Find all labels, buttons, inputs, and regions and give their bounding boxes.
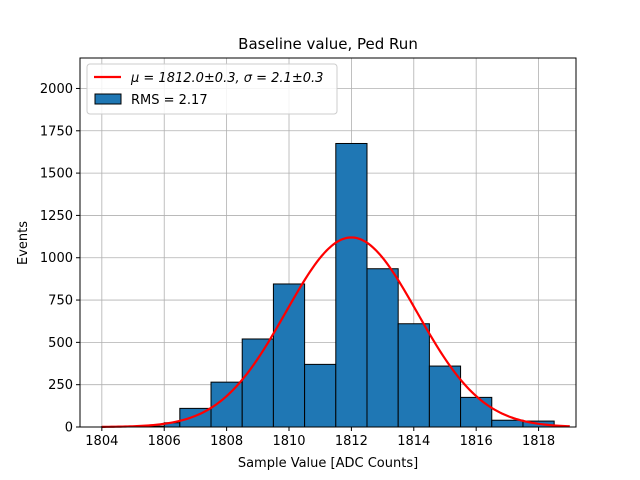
histogram-bar-10 (397, 323, 430, 428)
x-tick-label-5: 1814 (397, 434, 430, 449)
y-axis-ticks: 0 250 500 750 1000 1250 1500 1750 2000 (40, 82, 80, 436)
gaussian-fit-curve (101, 236, 570, 428)
legend-fit-label: μ = 1812.0±0.3, σ = 2.1±0.3 (130, 71, 323, 86)
histogram-bar-9 (366, 268, 399, 428)
x-tick-label-1: 1806 (148, 434, 181, 449)
x-tick-label-2: 1808 (210, 434, 243, 449)
histogram-bar-13 (491, 419, 524, 428)
x-tick-label-3: 1810 (272, 434, 305, 449)
legend: μ = 1812.0±0.3, σ = 2.1±0.3 RMS = 2.17 (86, 63, 338, 115)
x-axis-title: Sample Value [ADC Counts] (238, 456, 418, 471)
legend-fit-mu: μ = 1812.0±0.3, (130, 71, 244, 86)
y-tick-label-3: 750 (48, 294, 73, 309)
x-tick-label-7: 1818 (522, 434, 555, 449)
histogram-bar-12 (460, 396, 493, 428)
chart-title: Baseline value, Ped Run (238, 35, 418, 53)
histogram-bar-5 (241, 338, 274, 428)
y-tick-label-5: 1250 (40, 209, 73, 224)
fit-curve-layer (101, 236, 570, 428)
x-tick-label-0: 1804 (85, 434, 118, 449)
y-tick-label-0: 0 (65, 421, 73, 436)
legend-fit-sigma: σ = 2.1±0.3 (244, 71, 324, 86)
y-tick-label-4: 1000 (40, 251, 73, 266)
y-tick-label-7: 1750 (40, 124, 73, 139)
x-tick-label-6: 1816 (460, 434, 493, 449)
y-tick-label-1: 250 (48, 378, 73, 393)
legend-box (86, 63, 338, 115)
y-tick-label-8: 2000 (40, 82, 73, 97)
legend-hist-swatch (94, 93, 122, 105)
y-tick-label-2: 500 (48, 336, 73, 351)
legend-hist-label: RMS = 2.17 (131, 93, 208, 108)
histogram-bar-8 (335, 142, 368, 428)
y-tick-label-6: 1500 (40, 167, 73, 182)
plot-frame (79, 57, 577, 428)
histogram-bar-11 (428, 365, 462, 428)
y-axis-title: Events (16, 221, 31, 265)
histogram-bar-7 (304, 363, 337, 428)
x-tick-label-4: 1812 (335, 434, 368, 449)
x-axis-ticks: 1804 1806 1808 1810 1812 1814 1816 1818 (85, 427, 555, 449)
